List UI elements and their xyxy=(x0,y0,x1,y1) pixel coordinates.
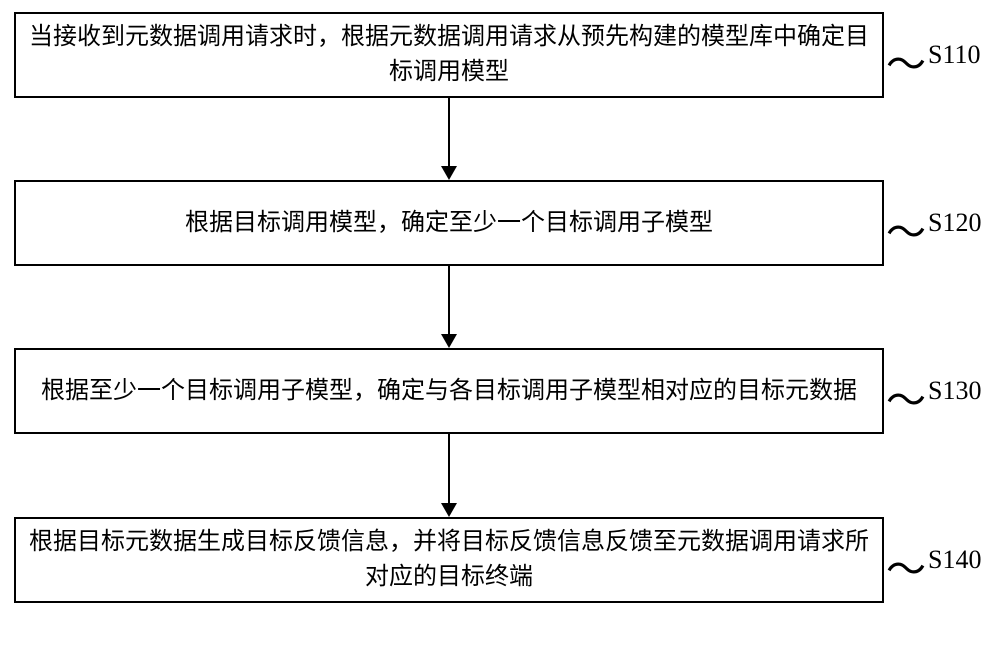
connector-tilde: 〜 xyxy=(886,32,926,90)
step-label-s110: S110 xyxy=(928,40,981,70)
step-text: 根据目标元数据生成目标反馈信息，并将目标反馈信息反馈至元数据调用请求所对应的目标… xyxy=(26,525,872,595)
connector-tilde: 〜 xyxy=(886,200,926,258)
flowchart-step-s130: 根据至少一个目标调用子模型，确定与各目标调用子模型相对应的目标元数据 xyxy=(14,348,884,434)
step-label-s130: S130 xyxy=(928,376,981,406)
arrow-s130-s140 xyxy=(441,434,457,517)
connector-tilde: 〜 xyxy=(886,537,926,595)
step-label-s140: S140 xyxy=(928,545,981,575)
arrow-s120-s130 xyxy=(441,266,457,348)
arrow-s110-s120 xyxy=(441,98,457,180)
step-text: 当接收到元数据调用请求时，根据元数据调用请求从预先构建的模型库中确定目标调用模型 xyxy=(26,20,872,90)
flowchart-step-s120: 根据目标调用模型，确定至少一个目标调用子模型 xyxy=(14,180,884,266)
step-text: 根据至少一个目标调用子模型，确定与各目标调用子模型相对应的目标元数据 xyxy=(41,374,857,409)
flowchart-step-s140: 根据目标元数据生成目标反馈信息，并将目标反馈信息反馈至元数据调用请求所对应的目标… xyxy=(14,517,884,603)
step-text: 根据目标调用模型，确定至少一个目标调用子模型 xyxy=(185,206,713,241)
connector-tilde: 〜 xyxy=(886,368,926,426)
step-label-s120: S120 xyxy=(928,208,981,238)
flowchart-step-s110: 当接收到元数据调用请求时，根据元数据调用请求从预先构建的模型库中确定目标调用模型 xyxy=(14,12,884,98)
flowchart-canvas: 当接收到元数据调用请求时，根据元数据调用请求从预先构建的模型库中确定目标调用模型… xyxy=(0,0,1000,663)
